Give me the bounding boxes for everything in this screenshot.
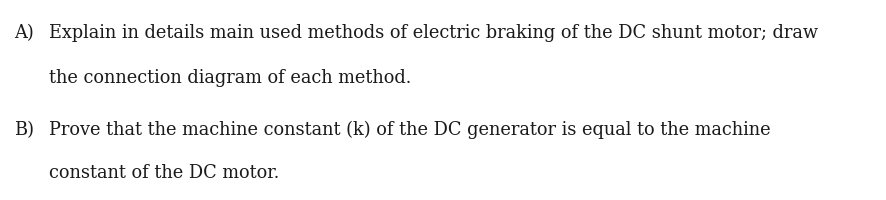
- Text: constant of the DC motor.: constant of the DC motor.: [49, 163, 279, 181]
- Text: B): B): [14, 120, 35, 138]
- Text: Explain in details main used methods of electric braking of the DC shunt motor; : Explain in details main used methods of …: [49, 24, 817, 42]
- Text: A): A): [14, 24, 34, 42]
- Text: the connection diagram of each method.: the connection diagram of each method.: [49, 69, 410, 87]
- Text: Prove that the machine constant (k) of the DC generator is equal to the machine: Prove that the machine constant (k) of t…: [49, 120, 770, 138]
